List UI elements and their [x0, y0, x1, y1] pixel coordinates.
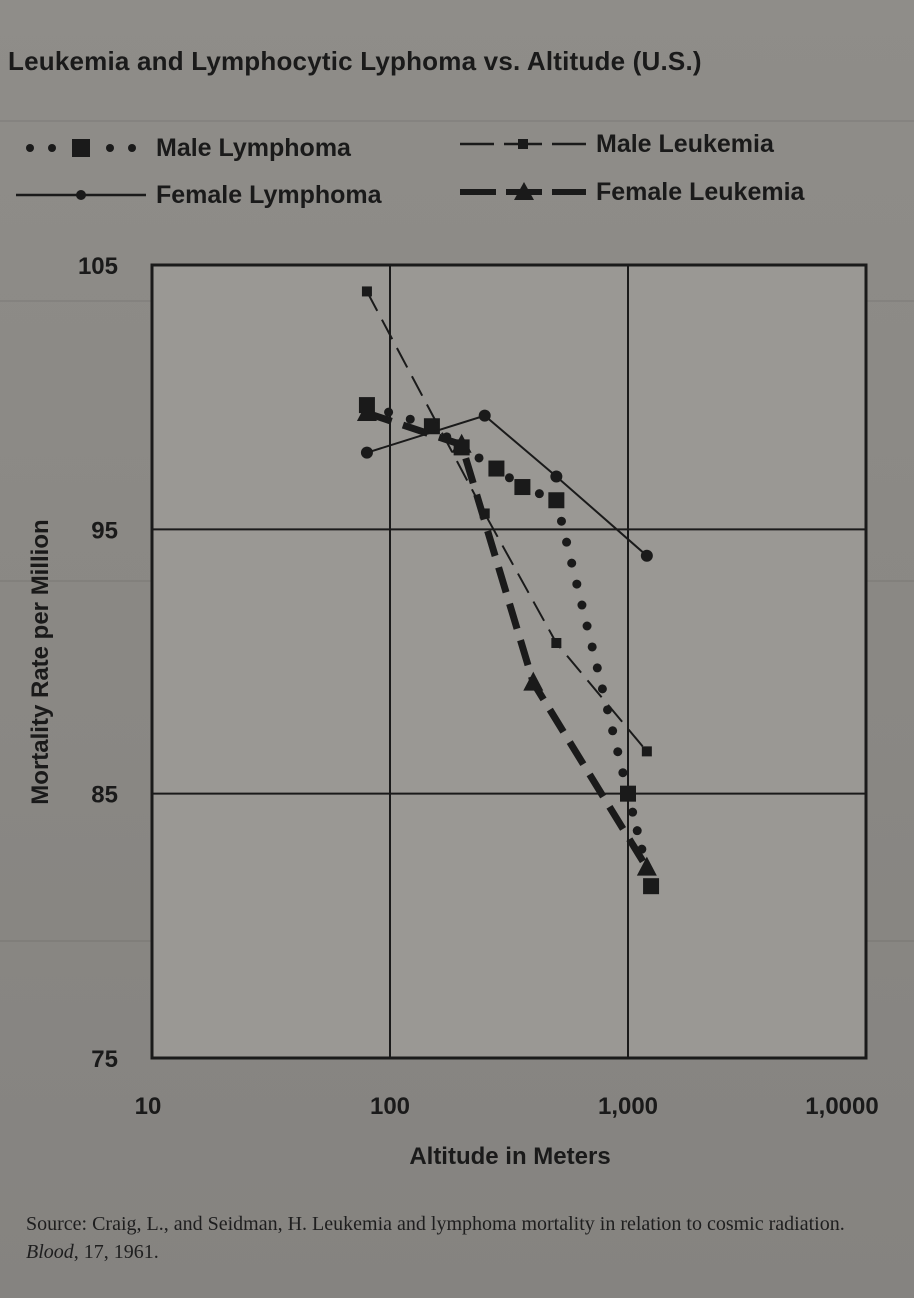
series-dot	[562, 537, 572, 547]
legend-symbol-female-leukemia	[460, 182, 586, 200]
data-point-square	[548, 492, 565, 509]
series-female-leukemia	[356, 402, 657, 876]
data-point-triangle	[451, 433, 472, 453]
source-citation-prefix: Source: Craig, L., and Seidman, H. Leuke…	[26, 1213, 845, 1235]
data-point-square	[514, 479, 531, 496]
plot-area	[152, 265, 866, 1058]
chart-title: Leukemia and Lymphocytic Lyphoma vs. Alt…	[8, 46, 702, 76]
series-dot	[504, 473, 514, 483]
source-citation-suffix: , 17, 1961.	[73, 1241, 159, 1263]
source-citation: Source: Craig, L., and Seidman, H. Leuke…	[26, 1210, 896, 1266]
series-dot	[582, 621, 592, 631]
plot-frame	[150, 263, 868, 1060]
legend-label-female-leukemia: Female Leukemia	[596, 177, 805, 206]
grid-lines	[152, 265, 866, 1058]
data-point-circle	[360, 446, 373, 459]
x-tick-label: 100	[370, 1093, 410, 1120]
data-point-square	[643, 878, 660, 895]
series-dot	[534, 489, 544, 499]
data-point-square	[641, 746, 652, 757]
legend-label-female-lymphoma: Female Lymphoma	[156, 180, 382, 209]
series-dot	[618, 768, 628, 778]
legend-entry-male-lymphoma: Male Lymphoma	[22, 131, 351, 165]
x-tick-label: 10	[135, 1093, 162, 1120]
source-journal: Blood	[26, 1241, 74, 1263]
data-point-circle	[550, 470, 563, 483]
data-point-square	[551, 637, 562, 648]
series-dot	[592, 663, 602, 673]
series-dot	[632, 826, 642, 836]
x-tick-label: 1,0000	[805, 1093, 878, 1120]
legend-label-male-lymphoma: Male Lymphoma	[156, 133, 351, 162]
series-dot	[613, 747, 623, 757]
data-point-triangle	[523, 671, 544, 691]
legend-entry-female-leukemia: Female Leukemia	[458, 175, 804, 209]
legend-label-male-leukemia: Male Leukemia	[596, 129, 774, 158]
bleed-through-line	[0, 120, 914, 122]
data-point-square	[620, 785, 636, 802]
series-dot	[567, 558, 577, 568]
series-dot	[556, 516, 566, 526]
series-dot	[608, 726, 618, 736]
series-layer	[356, 286, 660, 895]
series-line	[366, 290, 648, 753]
data-point-circle	[640, 549, 653, 562]
y-tick-label: 85	[91, 782, 118, 809]
series-line	[365, 409, 650, 870]
series-dot	[587, 642, 597, 652]
y-tick-label: 95	[91, 517, 118, 544]
series-dot	[597, 684, 607, 694]
x-tick-label: 1,000	[598, 1093, 658, 1120]
data-point-triangle	[356, 402, 377, 422]
series-dot	[474, 453, 484, 463]
series-dot	[384, 407, 394, 417]
legend-symbol-male-lymphoma	[26, 139, 136, 157]
legend-symbol-female-lymphoma	[16, 190, 146, 200]
legend-entry-male-leukemia: Male Leukemia	[458, 127, 774, 161]
y-axis-label: Mortality Rate per Million	[27, 519, 54, 804]
y-tick-label: 75	[91, 1046, 118, 1073]
x-axis-label: Altitude in Meters	[409, 1143, 610, 1170]
series-dot	[577, 600, 587, 610]
tick-labels: 75 85 95 105 10 100 1,000 1,0000	[78, 253, 879, 1120]
data-point-square	[361, 286, 372, 297]
series-dot	[572, 579, 582, 589]
data-point-circle	[478, 409, 491, 422]
chart-svg: 75 85 95 105 10 100 1,000 1,0000 Mortality Rate…	[27, 253, 879, 1170]
data-point-square	[488, 460, 505, 477]
series-dot	[405, 414, 415, 424]
legend-entry-female-lymphoma: Female Lymphoma	[14, 178, 382, 212]
series-dot	[628, 807, 638, 817]
legend-symbol-male-leukemia	[460, 139, 586, 149]
y-tick-label: 105	[78, 253, 118, 280]
data-point-triangle	[636, 856, 657, 876]
